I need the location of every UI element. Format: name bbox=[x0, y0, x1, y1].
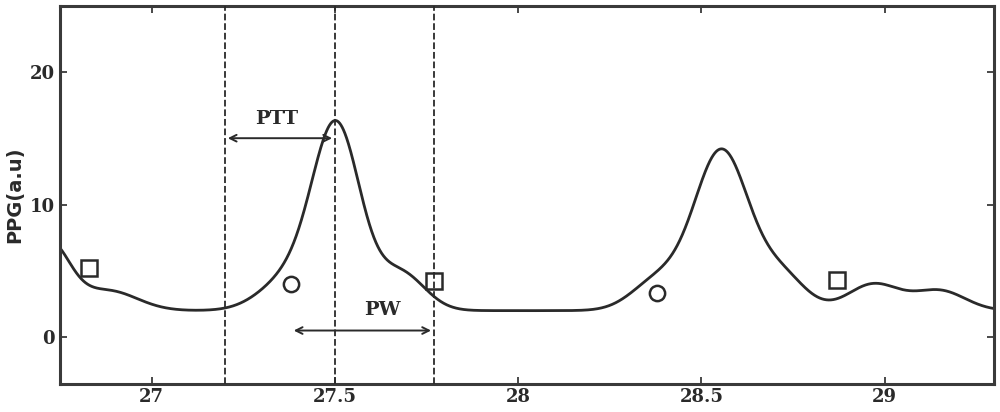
Text: PTT: PTT bbox=[255, 110, 298, 128]
Text: PW: PW bbox=[364, 301, 401, 318]
Y-axis label: PPG(a.u): PPG(a.u) bbox=[6, 146, 25, 243]
